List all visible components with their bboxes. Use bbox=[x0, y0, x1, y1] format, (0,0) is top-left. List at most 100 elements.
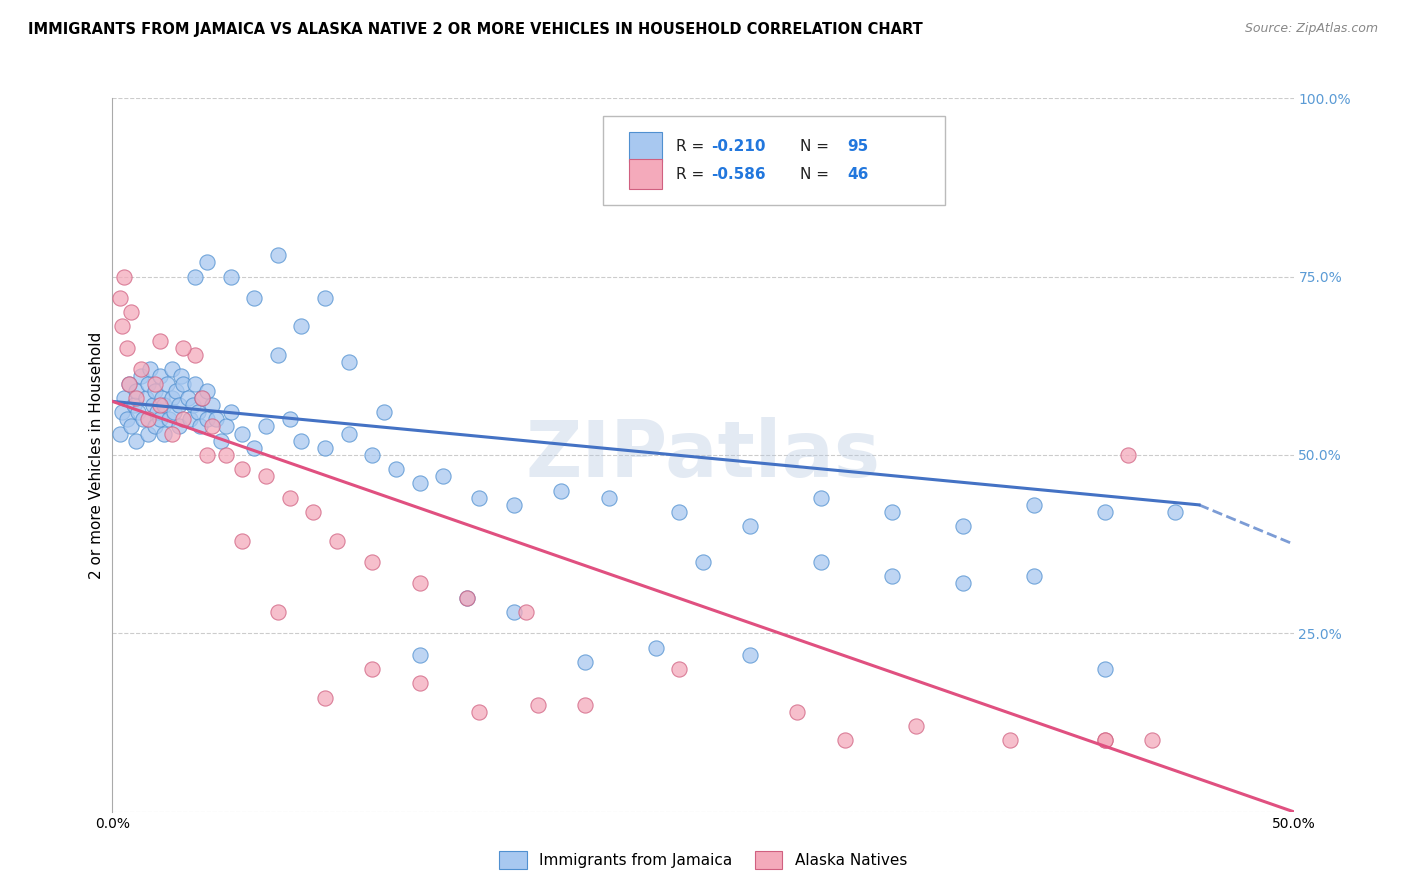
Point bbox=[503, 605, 526, 619]
Point bbox=[143, 384, 166, 398]
Point bbox=[153, 398, 176, 412]
Point bbox=[149, 369, 172, 384]
Point bbox=[215, 448, 238, 462]
Point bbox=[254, 469, 277, 483]
Point bbox=[243, 291, 266, 305]
Point bbox=[361, 662, 384, 676]
Point bbox=[112, 269, 135, 284]
Point bbox=[1140, 733, 1163, 747]
Point bbox=[243, 441, 266, 455]
Point bbox=[108, 291, 131, 305]
Point bbox=[231, 462, 253, 476]
Point bbox=[1116, 448, 1139, 462]
Point bbox=[810, 491, 832, 505]
Point bbox=[201, 419, 224, 434]
Point bbox=[740, 648, 762, 662]
Point bbox=[184, 269, 207, 284]
Point bbox=[118, 376, 141, 391]
Point bbox=[290, 319, 312, 334]
Point bbox=[337, 426, 360, 441]
Text: -0.586: -0.586 bbox=[711, 167, 766, 182]
Point bbox=[314, 690, 336, 705]
Point bbox=[135, 391, 157, 405]
Point bbox=[385, 462, 408, 476]
Point bbox=[267, 348, 290, 362]
Text: IMMIGRANTS FROM JAMAICA VS ALASKA NATIVE 2 OR MORE VEHICLES IN HOUSEHOLD CORRELA: IMMIGRANTS FROM JAMAICA VS ALASKA NATIVE… bbox=[28, 22, 922, 37]
Point bbox=[165, 384, 187, 398]
Point bbox=[326, 533, 349, 548]
Text: N =: N = bbox=[800, 167, 834, 182]
Point bbox=[172, 412, 194, 426]
Point bbox=[668, 662, 690, 676]
Point bbox=[456, 591, 478, 605]
Point bbox=[952, 519, 974, 533]
Point bbox=[195, 255, 218, 269]
Point bbox=[432, 469, 454, 483]
Point bbox=[503, 498, 526, 512]
Point bbox=[163, 405, 186, 419]
Point bbox=[195, 412, 218, 426]
Y-axis label: 2 or more Vehicles in Household: 2 or more Vehicles in Household bbox=[89, 331, 104, 579]
Point bbox=[267, 605, 290, 619]
Point bbox=[408, 476, 430, 491]
Point bbox=[129, 369, 152, 384]
Text: 46: 46 bbox=[846, 167, 869, 182]
Point bbox=[278, 412, 301, 426]
Point bbox=[122, 398, 145, 412]
Bar bbox=[628, 160, 662, 189]
Point bbox=[786, 705, 808, 719]
Point bbox=[125, 384, 148, 398]
Legend: Immigrants from Jamaica, Alaska Natives: Immigrants from Jamaica, Alaska Natives bbox=[494, 845, 912, 875]
Point bbox=[143, 419, 166, 434]
Point bbox=[644, 640, 666, 655]
Point bbox=[142, 398, 165, 412]
Point bbox=[111, 405, 134, 419]
Text: R =: R = bbox=[676, 167, 709, 182]
Point bbox=[179, 412, 201, 426]
Point bbox=[184, 348, 207, 362]
Point bbox=[254, 419, 277, 434]
Point bbox=[408, 648, 430, 662]
Point bbox=[136, 376, 159, 391]
Text: -0.210: -0.210 bbox=[711, 139, 766, 154]
Point bbox=[108, 426, 131, 441]
Point bbox=[314, 441, 336, 455]
Point bbox=[127, 405, 149, 419]
Point bbox=[1094, 733, 1116, 747]
Point bbox=[574, 698, 596, 712]
Point bbox=[143, 376, 166, 391]
Point bbox=[231, 533, 253, 548]
Point bbox=[810, 555, 832, 569]
Point bbox=[467, 491, 489, 505]
Point bbox=[115, 412, 138, 426]
Point bbox=[156, 376, 179, 391]
Point bbox=[167, 419, 190, 434]
Point bbox=[195, 448, 218, 462]
Point bbox=[278, 491, 301, 505]
Point bbox=[205, 412, 228, 426]
Point bbox=[692, 555, 714, 569]
Point bbox=[125, 391, 148, 405]
Point bbox=[139, 362, 162, 376]
Text: N =: N = bbox=[800, 139, 834, 154]
Point bbox=[129, 362, 152, 376]
Point bbox=[188, 419, 211, 434]
Text: 95: 95 bbox=[846, 139, 869, 154]
Point bbox=[361, 448, 384, 462]
Point bbox=[160, 426, 183, 441]
Point bbox=[201, 398, 224, 412]
Point bbox=[998, 733, 1021, 747]
Point bbox=[467, 705, 489, 719]
Point bbox=[149, 412, 172, 426]
Point bbox=[172, 341, 194, 355]
Bar bbox=[628, 132, 662, 161]
Point bbox=[373, 405, 395, 419]
Point bbox=[904, 719, 927, 733]
Point bbox=[314, 291, 336, 305]
Point bbox=[574, 655, 596, 669]
Point bbox=[149, 398, 172, 412]
Point bbox=[215, 419, 238, 434]
Point bbox=[550, 483, 572, 498]
Point bbox=[1164, 505, 1187, 519]
Point bbox=[150, 391, 173, 405]
